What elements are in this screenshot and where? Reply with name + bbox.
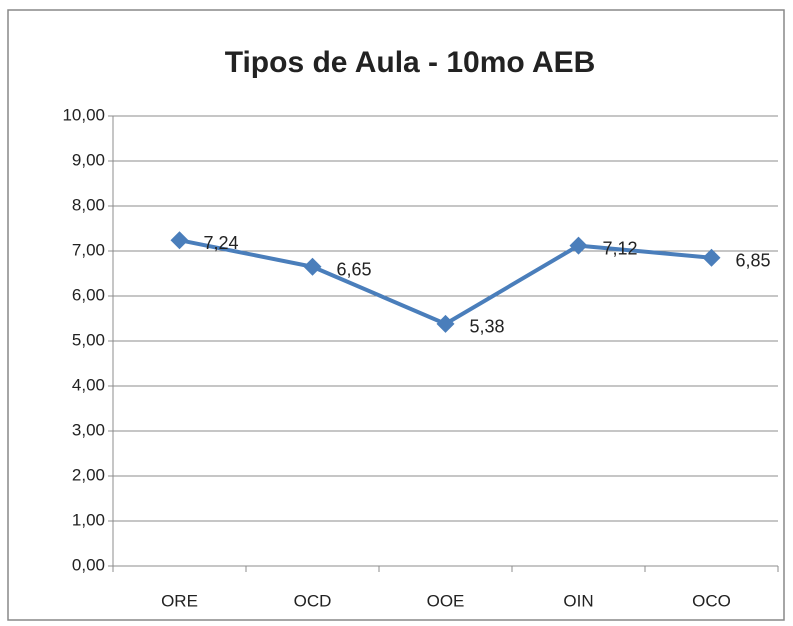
x-tick-label: ORE — [161, 591, 198, 610]
y-tick-label: 5,00 — [72, 330, 105, 349]
y-tick-label: 1,00 — [72, 510, 105, 529]
y-tick-label: 3,00 — [72, 420, 105, 439]
data-point — [170, 231, 189, 250]
x-tick-label: OIN — [563, 591, 593, 610]
data-label: 6,85 — [736, 251, 771, 271]
data-label: 5,38 — [470, 317, 505, 337]
x-tick-label: OCD — [294, 591, 332, 610]
data-label: 6,65 — [337, 260, 372, 280]
data-label: 7,24 — [204, 233, 239, 253]
data-point — [436, 314, 455, 333]
data-point — [569, 236, 588, 255]
x-tick-label: OOE — [427, 591, 465, 610]
y-tick-label: 9,00 — [72, 150, 105, 169]
y-tick-label: 0,00 — [72, 555, 105, 574]
y-tick-label: 6,00 — [72, 285, 105, 304]
y-tick-label: 10,00 — [62, 105, 105, 124]
y-tick-label: 2,00 — [72, 465, 105, 484]
x-tick-label: OCO — [692, 591, 731, 610]
chart-frame — [7, 9, 785, 621]
data-label: 7,12 — [603, 238, 638, 258]
data-point — [303, 257, 322, 276]
chart-title: Tipos de Aula - 10mo AEB — [225, 46, 596, 79]
y-tick-label: 4,00 — [72, 375, 105, 394]
y-tick-label: 7,00 — [72, 240, 105, 259]
data-point — [702, 248, 721, 267]
y-tick-label: 8,00 — [72, 195, 105, 214]
